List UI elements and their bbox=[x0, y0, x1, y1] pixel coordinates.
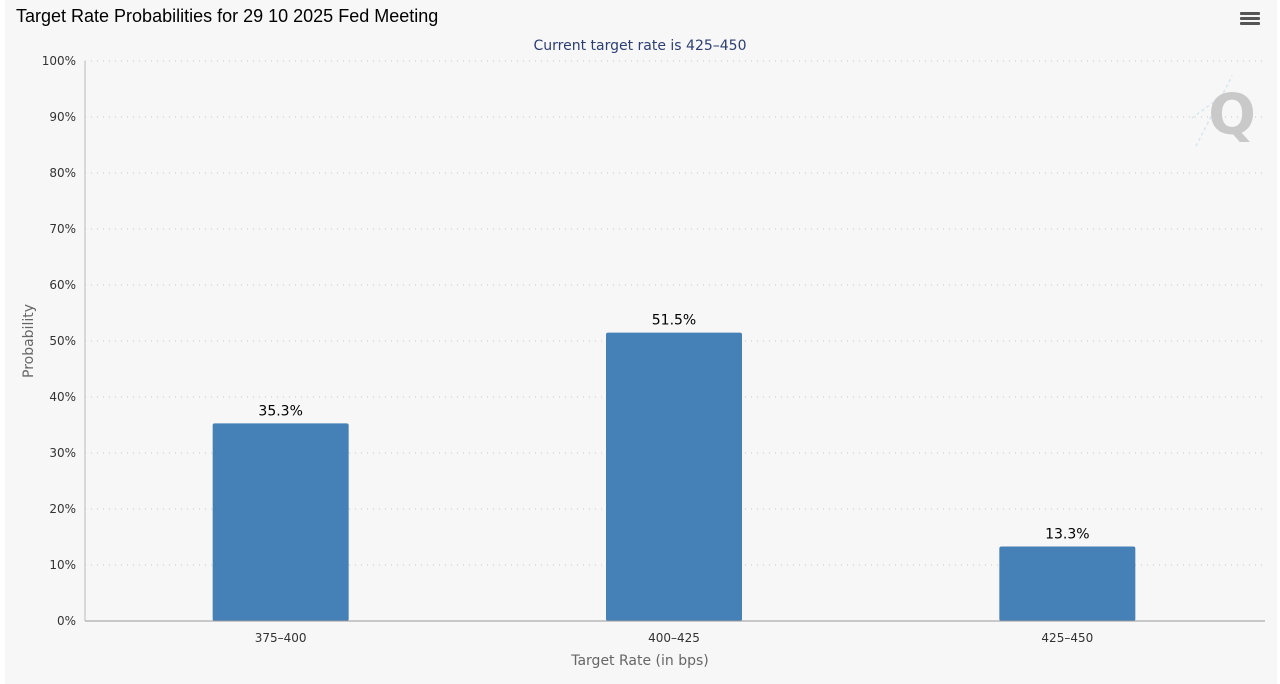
watermark-letter: Q bbox=[1208, 83, 1256, 148]
y-tick-label: 80% bbox=[49, 166, 76, 180]
data-label: 13.3% bbox=[1045, 527, 1089, 543]
y-tick-label: 30% bbox=[49, 446, 76, 460]
y-tick-label: 100% bbox=[42, 54, 76, 68]
y-axis-ticks: 0% 10% 20% 30% 40% 50% 60% 70% 80% 90% 100% bbox=[42, 54, 76, 628]
y-tick-label: 70% bbox=[49, 222, 76, 236]
y-tick-label: 60% bbox=[49, 278, 76, 292]
chart-title: Target Rate Probabilities for 29 10 2025… bbox=[16, 6, 439, 26]
y-tick-label: 0% bbox=[57, 614, 76, 628]
bar-400–425[interactable] bbox=[606, 332, 742, 621]
y-tick-label: 40% bbox=[49, 390, 76, 404]
x-tick-label: 425–450 bbox=[1041, 631, 1093, 645]
watermark-logo: Q bbox=[1191, 75, 1256, 148]
y-tick-label: 20% bbox=[49, 502, 76, 516]
hamburger-menu-icon[interactable] bbox=[1238, 10, 1262, 32]
y-tick-label: 10% bbox=[49, 558, 76, 572]
bars: 35.3% 51.5% 13.3% bbox=[212, 313, 1136, 621]
x-axis-ticks: 375–400 400–425 425–450 bbox=[255, 631, 1093, 645]
menu-line bbox=[1240, 12, 1260, 15]
menu-line bbox=[1240, 17, 1260, 20]
menu-line bbox=[1240, 22, 1260, 25]
x-tick-label: 400–425 bbox=[648, 631, 700, 645]
data-label: 35.3% bbox=[258, 403, 302, 419]
y-tick-label: 90% bbox=[49, 110, 76, 124]
bar-425–450[interactable] bbox=[999, 546, 1136, 621]
y-axis-label: Probability bbox=[21, 304, 37, 378]
chart-subtitle: Current target rate is 425–450 bbox=[533, 38, 746, 54]
x-axis-label: Target Rate (in bps) bbox=[570, 653, 709, 669]
x-tick-label: 375–400 bbox=[255, 631, 307, 645]
y-tick-label: 50% bbox=[49, 334, 76, 348]
bar-375–400[interactable] bbox=[212, 423, 349, 621]
data-label: 51.5% bbox=[652, 313, 696, 329]
